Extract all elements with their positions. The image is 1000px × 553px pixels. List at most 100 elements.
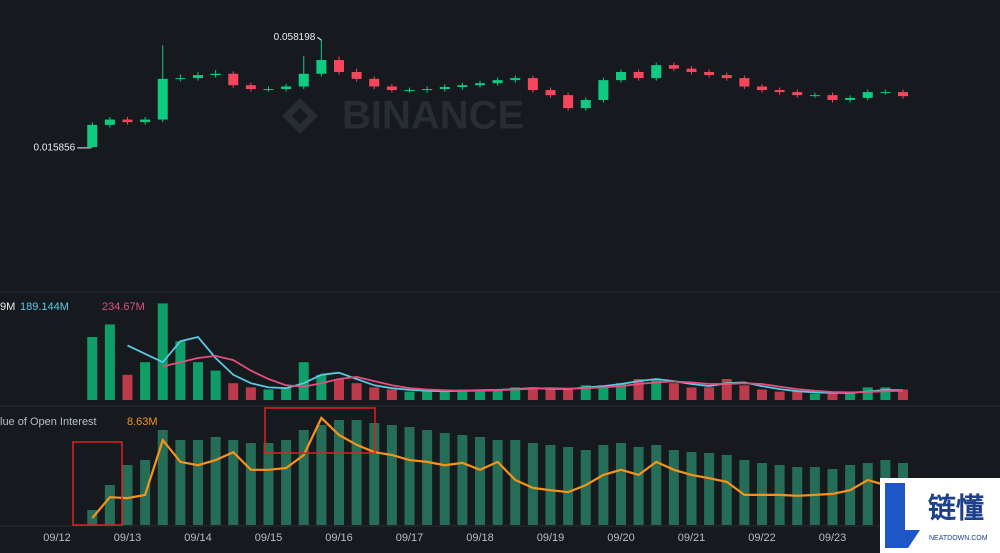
bar: [633, 379, 644, 400]
candle-body: [228, 73, 239, 86]
bar: [87, 337, 98, 400]
watermark-icon: [282, 98, 318, 134]
bar: [245, 443, 256, 525]
series-line: [162, 354, 904, 394]
candle-body: [351, 71, 362, 79]
bar: [422, 391, 433, 400]
candle-body: [386, 86, 397, 91]
candle-body: [580, 99, 591, 109]
bar: [351, 420, 362, 525]
bar: [316, 374, 327, 400]
candle-body: [774, 90, 785, 93]
candle-body: [527, 78, 538, 91]
legend-entry: 234.67M: [102, 301, 145, 313]
bar: [739, 460, 750, 525]
candle-body: [721, 75, 732, 79]
bar: [827, 469, 838, 525]
bar: [210, 370, 221, 400]
low-label: 0.015856: [34, 143, 76, 154]
bar: [386, 425, 397, 525]
logo: 链懂 NEATDOWN.COM: [880, 478, 1000, 553]
bar: [386, 389, 397, 400]
bar: [210, 437, 221, 525]
bar: [104, 485, 115, 525]
candle-body: [827, 95, 838, 100]
candle-body: [263, 89, 274, 91]
candle-body: [492, 80, 503, 84]
bar: [298, 362, 309, 400]
bar: [862, 463, 873, 525]
bar: [845, 391, 856, 400]
bar: [774, 391, 785, 400]
bar: [245, 387, 256, 400]
bar: [492, 389, 503, 400]
candle-body: [245, 85, 256, 90]
bar: [527, 387, 538, 400]
x-tick-label: 09/13: [114, 532, 142, 544]
bar: [527, 443, 538, 525]
candle-body: [298, 73, 309, 87]
candle-body: [175, 78, 186, 80]
bar: [122, 465, 133, 525]
bar: [175, 440, 186, 525]
bar: [704, 387, 715, 400]
candle-body: [809, 95, 820, 97]
bar: [580, 385, 591, 400]
x-tick-label: 09/18: [466, 532, 494, 544]
bar: [809, 393, 820, 400]
candle-body: [87, 124, 98, 148]
watermark-text: BINANCE: [342, 94, 524, 138]
candle-body: [739, 78, 750, 87]
bar: [175, 341, 186, 400]
bar: [651, 379, 662, 400]
bar: [475, 391, 485, 400]
bar: [721, 455, 732, 525]
bar: [721, 379, 732, 400]
bar: [475, 437, 485, 525]
candle-body: [404, 90, 415, 92]
candle-body: [316, 60, 327, 74]
watermark: BINANCE: [282, 94, 524, 138]
bar: [351, 383, 362, 400]
bar: [281, 440, 292, 525]
candle-body: [792, 92, 803, 96]
bar: [598, 445, 609, 525]
logo-title: 链懂: [928, 492, 984, 523]
bar: [298, 430, 309, 525]
bar: [668, 450, 679, 525]
candle-body: [880, 92, 891, 94]
bar: [580, 450, 591, 525]
candle-body: [210, 73, 221, 76]
bar: [228, 383, 239, 400]
candle-body: [845, 97, 856, 100]
x-tick-label: 09/21: [678, 532, 706, 544]
bar: [880, 387, 891, 400]
bar: [457, 435, 468, 525]
bar: [845, 465, 856, 525]
bar: [739, 385, 750, 400]
candle-body: [651, 65, 662, 79]
bar: [228, 440, 239, 525]
bar: [616, 383, 626, 400]
candle-body: [616, 71, 626, 81]
high-pointer: [317, 36, 322, 41]
x-tick-label: 09/20: [607, 532, 635, 544]
highlight-box: [264, 407, 376, 454]
x-tick-label: 09/22: [748, 532, 776, 544]
bar: [193, 440, 203, 525]
bar: [369, 423, 380, 525]
bar: [757, 389, 767, 400]
candle-body: [545, 90, 556, 96]
bar: [827, 393, 838, 400]
bar: [439, 390, 450, 400]
bar: [193, 362, 203, 400]
bar: [316, 425, 327, 525]
candle-body: [510, 78, 521, 81]
candle-body: [281, 86, 292, 90]
bar: [263, 443, 274, 525]
bar: [862, 387, 873, 400]
bar: [140, 362, 151, 400]
candle-body: [668, 65, 679, 69]
candle-body: [475, 83, 485, 86]
